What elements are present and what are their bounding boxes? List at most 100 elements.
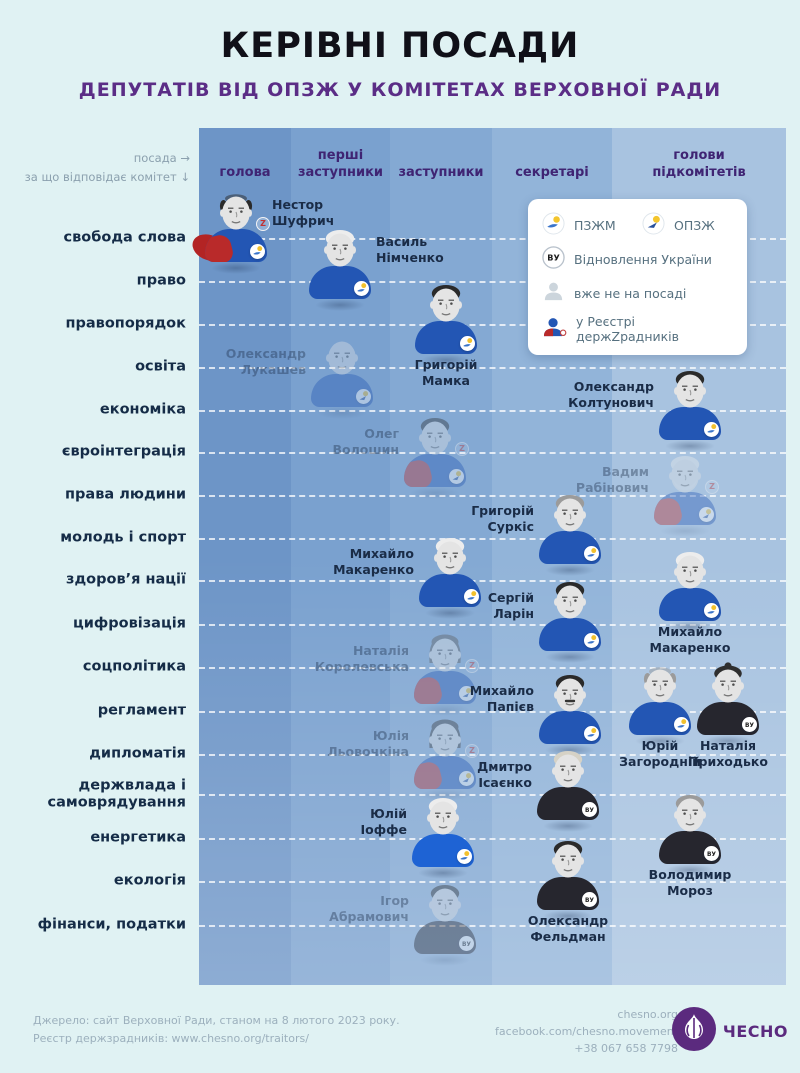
person-name: Григорій Мамка bbox=[414, 357, 478, 388]
footer-contact-line-1: facebook.com/chesno.movement bbox=[495, 1025, 678, 1039]
pzzhm-badge-icon bbox=[584, 546, 599, 561]
committee-label-4: економіка bbox=[99, 401, 186, 418]
column-header-holova: голова bbox=[219, 165, 271, 181]
row-divider-2 bbox=[199, 324, 786, 326]
pzzhm-badge-icon bbox=[704, 603, 719, 618]
person-name: Михайло Макаренко bbox=[649, 624, 731, 655]
row-divider-16 bbox=[199, 925, 786, 927]
legend-item-vu: ВУ Відновлення України bbox=[542, 246, 733, 272]
pzzhm-badge-icon bbox=[674, 717, 689, 732]
committee-label-8: здоров’я нації bbox=[66, 571, 186, 588]
person-head bbox=[665, 450, 705, 496]
committee-label-12: дипломатія bbox=[89, 745, 186, 762]
legend-item-registry: у Реєстрі держZрадників bbox=[542, 314, 733, 344]
row-divider-7 bbox=[199, 538, 786, 540]
pzzhm-icon bbox=[542, 212, 565, 238]
pzzhm-badge-icon bbox=[250, 244, 265, 259]
committee-label-15: екологія bbox=[113, 872, 186, 889]
person-card-8: Михайло Макаренко bbox=[333, 537, 481, 619]
page-subtitle: ДЕПУТАТІВ ВІД ОПЗЖ У КОМІТЕТАХ ВЕРХОВНОЇ… bbox=[78, 79, 722, 101]
person-card-7: Григорій Суркіс bbox=[471, 494, 601, 576]
vu-badge-icon: ВУ bbox=[582, 892, 597, 907]
committee-label-11: регламент bbox=[97, 702, 186, 719]
svg-text:ВУ: ВУ bbox=[585, 898, 594, 904]
person-photo bbox=[539, 674, 601, 756]
registry-mark-icon: Z bbox=[705, 480, 719, 494]
row-divider-6 bbox=[199, 495, 786, 497]
row-divider-4 bbox=[199, 410, 786, 412]
person-card-3: Олександр Лукашев bbox=[226, 337, 373, 419]
person-card-10: Михайло Макаренко bbox=[650, 551, 730, 655]
opzzh-badge-icon bbox=[449, 469, 464, 484]
row-divider-0 bbox=[199, 238, 786, 240]
registry-icon bbox=[542, 316, 567, 342]
footer-source-line-0: Джерело: сайт Верховної Ради, станом на … bbox=[33, 1014, 400, 1027]
pzzhm-badge-icon bbox=[460, 336, 475, 351]
person-card-9: Сергій Ларін bbox=[488, 581, 601, 663]
committee-label-10: соцполітика bbox=[82, 658, 186, 675]
legend-box: ПЗЖМ ОПЗЖ ВУ Відновлення України вже не на п… bbox=[528, 199, 747, 355]
vu-badge-icon: ВУ bbox=[459, 936, 474, 951]
column-band-holova bbox=[199, 128, 291, 985]
person-name: Олександр Фельдман bbox=[527, 913, 609, 944]
svg-text:ВУ: ВУ bbox=[707, 852, 716, 858]
person-photo bbox=[539, 494, 601, 576]
person-head bbox=[670, 546, 710, 592]
person-card-14: Наталія Приходько ВУ bbox=[688, 662, 768, 769]
person-head bbox=[415, 412, 455, 458]
committee-label-6: права людини bbox=[65, 486, 186, 503]
axis-position-label: посада → bbox=[133, 151, 190, 165]
person-head bbox=[216, 187, 256, 233]
person-photo: Z bbox=[414, 634, 479, 716]
person-head bbox=[425, 879, 465, 925]
person-name: Григорій Суркіс bbox=[471, 503, 534, 534]
person-card-2: Григорій Мамка bbox=[415, 284, 477, 388]
row-divider-10 bbox=[199, 667, 786, 669]
person-head bbox=[430, 532, 470, 578]
pzzhm-badge-icon bbox=[704, 422, 719, 437]
person-name: Юлія Льовочкіна bbox=[327, 728, 409, 759]
legend-label: ПЗЖМ bbox=[574, 217, 616, 233]
person-name: Олександр Колтунович bbox=[568, 379, 654, 410]
row-divider-1 bbox=[199, 281, 786, 283]
pzzhm-badge-icon bbox=[584, 726, 599, 741]
chesno-logo: ЧЕСНО bbox=[670, 1005, 788, 1057]
column-header-holovy-pidkomitetiv: голови підкомітетів bbox=[652, 148, 746, 181]
column-header-pershi-zastupnyky: перші заступники bbox=[297, 148, 384, 181]
person-head bbox=[708, 660, 748, 706]
svg-text:ВУ: ВУ bbox=[462, 942, 471, 948]
row-divider-13 bbox=[199, 794, 786, 796]
person-head bbox=[550, 489, 590, 535]
person-photo bbox=[659, 551, 721, 633]
svg-text:ВУ: ВУ bbox=[585, 808, 594, 814]
footer-source-line-1: Реєстр держзрадників: www.chesno.org/tra… bbox=[33, 1032, 309, 1046]
person-head bbox=[550, 576, 590, 622]
opzzh-badge-icon bbox=[459, 686, 474, 701]
person-name: Володимир Мороз bbox=[648, 867, 732, 898]
pzzhm-badge-icon bbox=[584, 633, 599, 648]
row-divider-9 bbox=[199, 624, 786, 626]
person-photo bbox=[659, 370, 721, 452]
former-icon bbox=[542, 280, 565, 306]
person-name: Вадим Рабінович bbox=[575, 464, 649, 495]
svg-text:ВУ: ВУ bbox=[745, 723, 754, 729]
person-card-4: Олександр Колтунович bbox=[568, 370, 721, 452]
legend-item-former: вже не на посаді bbox=[542, 280, 733, 306]
row-divider-12 bbox=[199, 754, 786, 756]
person-card-6: Вадим Рабінович Z bbox=[576, 455, 719, 537]
registry-mark-icon: Z bbox=[256, 217, 270, 231]
person-name: Михайло Папієв bbox=[469, 683, 534, 714]
person-card-13: Юрій Загородній bbox=[619, 665, 701, 769]
person-name: Юлій Іоффе bbox=[360, 806, 407, 837]
person-photo bbox=[539, 581, 601, 663]
registry-mark-icon: Z bbox=[465, 744, 479, 758]
person-head bbox=[320, 224, 360, 270]
person-body bbox=[404, 454, 466, 487]
committee-label-9: цифровізація bbox=[72, 615, 186, 632]
legend-label: Відновлення України bbox=[574, 251, 712, 267]
person-card-1: Василь Німченко bbox=[309, 229, 444, 311]
person-photo: ВУ bbox=[697, 662, 759, 747]
chesno-logo-text: ЧЕСНО bbox=[722, 1021, 788, 1041]
person-photo: Z bbox=[404, 417, 469, 499]
